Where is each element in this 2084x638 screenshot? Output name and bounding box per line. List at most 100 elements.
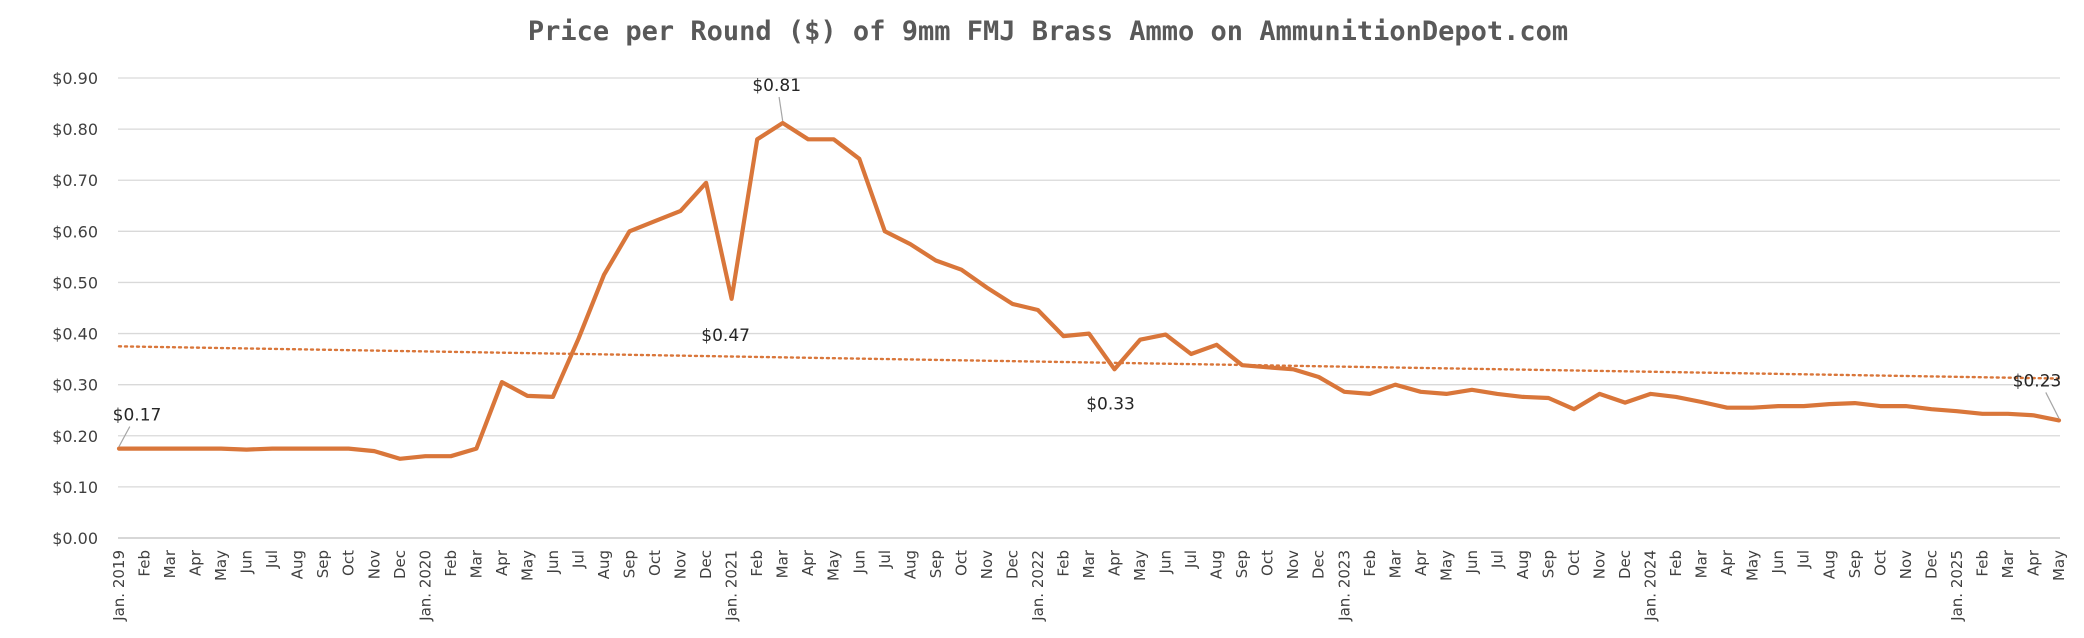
y-tick-label: $0.80 xyxy=(52,120,98,139)
x-tick-label: Mar xyxy=(161,549,179,578)
x-tick-label: Jan. 2024 xyxy=(1642,550,1660,622)
x-tick-label: Dec xyxy=(1616,550,1634,579)
x-axis-tick-labels: Jan. 2019 Feb Mar Apr May Jun Jul Aug Sep Oct Nov D… xyxy=(110,549,2068,622)
x-tick-label: Feb xyxy=(1361,550,1379,577)
x-tick-label: Apr xyxy=(1106,549,1124,576)
x-tick-label: Feb xyxy=(442,550,460,577)
x-tick-label: Aug xyxy=(901,550,919,579)
x-tick-label: Jun xyxy=(1463,550,1481,574)
x-tick-label: May xyxy=(518,550,536,581)
x-tick-label: Nov xyxy=(978,550,996,579)
x-tick-label: Feb xyxy=(1054,550,1072,577)
x-tick-label: Dec xyxy=(391,550,409,579)
data-label-leader xyxy=(118,426,131,447)
x-tick-label: Sep xyxy=(1846,550,1864,578)
y-tick-label: $0.70 xyxy=(52,171,98,190)
x-tick-label: Oct xyxy=(340,550,358,576)
x-tick-label: Jun xyxy=(1769,550,1787,574)
x-tick-label: Sep xyxy=(621,550,639,578)
gridlines xyxy=(118,77,2060,539)
x-tick-label: Jan. 2023 xyxy=(1335,550,1353,622)
data-label: $0.47 xyxy=(701,326,750,346)
trendline xyxy=(117,345,2061,380)
x-tick-label: Jun xyxy=(238,550,256,574)
data-label-leader xyxy=(2045,392,2060,419)
x-tick-label: Jun xyxy=(544,550,562,574)
x-tick-label: Oct xyxy=(1871,550,1889,576)
x-tick-label: Apr xyxy=(2024,549,2042,576)
x-tick-label: Jul xyxy=(1182,550,1200,569)
x-tick-label: Feb xyxy=(136,550,154,577)
y-tick-label: $0.50 xyxy=(52,273,98,292)
x-tick-label: Dec xyxy=(697,550,715,579)
x-tick-label: Dec xyxy=(1003,550,1021,579)
data-label: $0.81 xyxy=(752,76,801,96)
y-tick-label: $0.10 xyxy=(52,478,98,497)
x-tick-label: Aug xyxy=(1514,550,1532,579)
data-label: $0.17 xyxy=(113,406,162,426)
x-tick-label: Jul xyxy=(263,550,281,569)
x-tick-label: Aug xyxy=(595,550,613,579)
y-tick-label: $0.00 xyxy=(52,529,98,548)
x-tick-label: Jul xyxy=(569,550,587,569)
x-tick-label: May xyxy=(1744,550,1762,581)
trendline-layer xyxy=(117,345,2061,380)
y-tick-label: $0.90 xyxy=(52,69,98,88)
x-tick-label: Oct xyxy=(1565,550,1583,576)
x-tick-label: Aug xyxy=(1208,550,1226,579)
x-tick-label: Apr xyxy=(187,549,205,576)
series-layer xyxy=(116,120,2062,461)
x-tick-label: Feb xyxy=(1667,550,1685,577)
x-tick-label: May xyxy=(212,550,230,581)
x-tick-label: Jan. 2019 xyxy=(110,550,128,622)
y-tick-label: $0.60 xyxy=(52,222,98,241)
data-labels: $0.17 $0.47 $0.81 $0.33 $0.23 xyxy=(113,76,2062,447)
x-tick-label: Sep xyxy=(1539,550,1557,578)
series-line xyxy=(116,120,2062,461)
x-tick-label: Oct xyxy=(646,550,664,576)
x-tick-label: Mar xyxy=(774,549,792,578)
x-tick-label: Apr xyxy=(799,549,817,576)
chart-title: Price per Round ($) of 9mm FMJ Brass Amm… xyxy=(528,16,1568,47)
y-tick-label: $0.30 xyxy=(52,376,98,395)
x-tick-label: Mar xyxy=(1999,549,2017,578)
y-tick-label: $0.20 xyxy=(52,427,98,446)
x-tick-label: May xyxy=(2050,550,2068,581)
data-label-leader xyxy=(778,96,784,122)
x-tick-label: Jul xyxy=(1488,550,1506,569)
x-tick-label: Jul xyxy=(876,550,894,569)
x-tick-label: Mar xyxy=(1080,549,1098,578)
x-tick-label: May xyxy=(1437,550,1455,581)
data-label: $0.23 xyxy=(2013,371,2062,391)
x-tick-label: Feb xyxy=(1973,550,1991,577)
x-tick-label: Mar xyxy=(1386,549,1404,578)
x-tick-label: Apr xyxy=(1718,549,1736,576)
x-tick-label: Oct xyxy=(1259,550,1277,576)
x-tick-label: Feb xyxy=(748,550,766,577)
x-tick-label: Oct xyxy=(952,550,970,576)
x-tick-label: May xyxy=(1131,550,1149,581)
x-tick-label: Sep xyxy=(927,550,945,578)
x-tick-label: Nov xyxy=(1284,550,1302,579)
x-tick-label: Jun xyxy=(850,550,868,574)
x-tick-label: Apr xyxy=(493,549,511,576)
y-axis-tick-labels: $0.00 $0.10 $0.20 $0.30 $0.40 $0.50 $0.60 $0.70… xyxy=(52,69,98,548)
x-tick-label: Dec xyxy=(1310,550,1328,579)
x-tick-label: Jan. 2020 xyxy=(416,550,434,622)
y-tick-label: $0.40 xyxy=(52,325,98,344)
x-tick-label: Nov xyxy=(1897,550,1915,579)
x-tick-label: Jul xyxy=(1795,550,1813,569)
x-tick-label: Apr xyxy=(1412,549,1430,576)
x-tick-label: Aug xyxy=(289,550,307,579)
x-tick-label: Jan. 2022 xyxy=(1029,550,1047,622)
x-tick-label: Dec xyxy=(1922,550,1940,579)
x-tick-label: Jan. 2025 xyxy=(1948,550,1966,622)
x-tick-label: Sep xyxy=(314,550,332,578)
x-tick-label: Mar xyxy=(467,549,485,578)
x-tick-label: Jun xyxy=(1157,550,1175,574)
x-tick-label: May xyxy=(825,550,843,581)
data-label: $0.33 xyxy=(1086,394,1135,414)
x-tick-label: Nov xyxy=(1591,550,1609,579)
x-tick-label: Jan. 2021 xyxy=(723,550,741,622)
